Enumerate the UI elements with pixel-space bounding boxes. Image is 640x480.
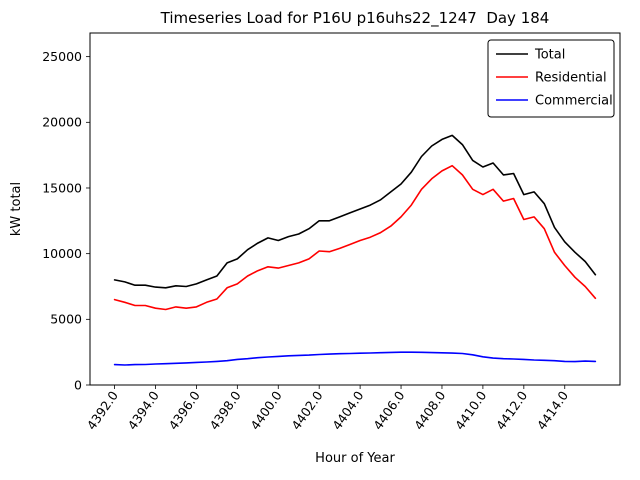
line-commercial [113,351,597,366]
x-tick-label: 4404.0 [329,388,366,432]
series-lines [113,134,597,366]
x-tick-label: 4394.0 [125,388,162,432]
legend-frame [487,39,615,118]
chart-title: Timeseries Load for P16U p16uhs22_1247 D… [160,9,550,28]
y-axis-label: kW total [9,182,24,236]
x-tick-label: 4400.0 [247,388,284,432]
legend-label-total: Total [534,48,565,63]
x-tick-label: 4406.0 [370,388,407,432]
y-tick-label: 15000 [42,180,82,195]
y-tick-label: 0 [74,377,82,392]
x-tick-label: 4408.0 [411,388,448,432]
y-tick-label: 5000 [50,312,82,327]
y-tick-label: 25000 [42,49,82,64]
x-tick-label: 4410.0 [452,388,489,432]
x-tick-label: 4396.0 [165,388,202,432]
x-tick-label: 4402.0 [288,388,325,432]
x-tick-label: 4392.0 [84,388,121,432]
line-residential [113,164,597,311]
legend-label-commercial: Commercial [535,94,613,109]
y-axis-ticks: 0 5000 10000 15000 20000 25000 [42,49,90,392]
line-total [113,134,597,289]
y-tick-label: 20000 [42,115,82,130]
x-tick-label: 4414.0 [534,388,571,432]
y-tick-label: 10000 [42,246,82,261]
x-tick-label: 4398.0 [206,388,243,432]
legend-label-residential: Residential [535,71,607,86]
x-tick-label: 4412.0 [493,388,530,432]
axes-frame [89,32,621,386]
x-axis-ticks: 4392.0 4394.0 4396.0 4398.0 4400.0 4402.0 4404… [84,385,571,433]
legend: Total Residential Commercial [487,39,615,118]
x-axis-label: Hour of Year [315,451,395,466]
